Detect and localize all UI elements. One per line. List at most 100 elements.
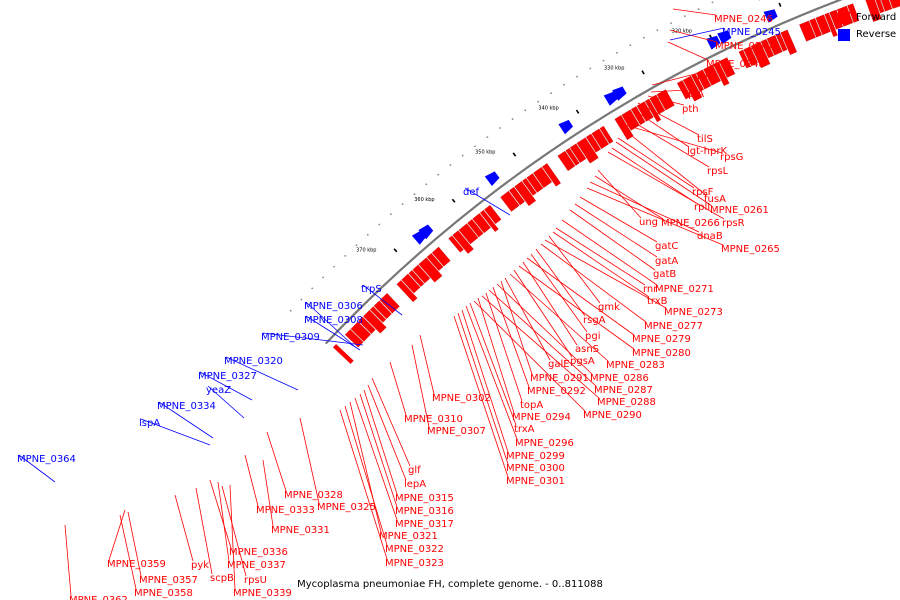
forward-gene-label: MPNE_0325 <box>317 502 376 513</box>
reverse-gene-label: MPNE_0327 <box>198 371 257 382</box>
forward-gene <box>703 64 721 86</box>
coordinate-dot <box>616 51 618 54</box>
forward-gene-label: lgt-hprK <box>687 146 727 157</box>
forward-gene-label: trxA <box>514 424 535 435</box>
forward-gene-label: MPNE_0266 <box>661 218 720 229</box>
forward-leader-line <box>119 514 137 590</box>
forward-leader-line <box>597 169 642 219</box>
forward-gene <box>412 264 431 284</box>
forward-leader-line <box>349 401 382 533</box>
coordinate-dot <box>333 265 335 268</box>
forward-leader-line <box>574 203 658 258</box>
coordinate-dot <box>656 29 659 32</box>
reverse-gene-label: MPNE_0320 <box>224 356 283 367</box>
forward-gene-label: MPNE_0299 <box>506 451 565 462</box>
forward-leader-line <box>555 227 646 286</box>
forward-gene <box>775 32 788 52</box>
forward-leader-line <box>389 361 407 416</box>
forward-gene-label: rpsG <box>720 152 743 163</box>
legend-item-reverse: Reverse <box>838 26 896 43</box>
forward-leader-line <box>217 481 230 562</box>
coordinate-dot <box>300 298 303 301</box>
forward-leader-line <box>344 405 388 546</box>
forward-gene-label: pth <box>682 104 699 115</box>
forward-leader-line <box>586 187 724 246</box>
forward-gene-label: MPNE_0339 <box>233 588 292 599</box>
forward-gene-label: fusA <box>704 194 726 205</box>
coordinate-dot <box>311 287 314 290</box>
forward-gene <box>472 213 491 234</box>
forward-leader-line <box>488 289 597 387</box>
forward-leader-line <box>465 305 518 440</box>
forward-gene-label: MPNE_0265 <box>721 244 780 255</box>
coordinate-dot <box>537 100 539 103</box>
coordinate-dot <box>413 193 416 196</box>
forward-leader-line <box>363 389 398 495</box>
forward-gene-label: MPNE_0317 <box>395 519 454 530</box>
forward-gene <box>824 12 838 37</box>
coordinate-dot <box>670 22 672 24</box>
forward-gene <box>500 190 520 212</box>
forward-leader-line <box>209 479 232 549</box>
tick-label: 330 kbp <box>604 65 624 71</box>
forward-gene <box>809 18 822 38</box>
coordinate-dot <box>322 276 324 279</box>
forward-gene-label: MPNE_0336 <box>229 547 288 558</box>
forward-gene <box>780 29 797 55</box>
gene-labels: MPNE_0246 MPNE_0247 MPNE_0248 rplK rplA pth ti… <box>17 14 781 600</box>
forward-gene <box>526 173 544 193</box>
tick-label: 340 kbp <box>538 106 558 112</box>
forward-gene <box>599 125 614 144</box>
forward-gene-label: MPNE_0362 <box>69 595 128 600</box>
forward-leader-line <box>589 181 700 233</box>
forward-leader-line <box>669 29 718 43</box>
forward-gene-label: MPNE_0294 <box>512 412 571 423</box>
coordinate-dot <box>711 1 714 4</box>
forward-leader-line <box>481 295 600 399</box>
forward-gene <box>630 106 646 126</box>
coordinate-dot <box>697 8 700 11</box>
genome-backbone <box>324 0 844 345</box>
forward-gene <box>408 270 425 287</box>
forward-leader-line <box>594 175 664 220</box>
forward-gene <box>865 0 882 22</box>
reverse-leader-line <box>158 401 214 439</box>
forward-gene <box>533 166 553 188</box>
tick-label: 350 kbp <box>475 150 495 156</box>
forward-gene <box>369 306 387 323</box>
forward-gene-label: MPNE_0337 <box>227 560 286 571</box>
forward-gene-label: MPNE_0247 <box>715 41 774 52</box>
coordinate-dot <box>344 255 347 257</box>
forward-leader-line <box>561 219 658 286</box>
reverse-gene <box>717 30 732 45</box>
forward-gene-label: scpB <box>210 573 234 584</box>
forward-gene-label: MPNE_0357 <box>139 575 198 586</box>
forward-gene-label: rpsU <box>244 575 267 586</box>
coordinate-dot <box>642 36 645 39</box>
tick-label: 370 kbp <box>356 247 376 253</box>
tick-mark <box>778 2 782 7</box>
forward-leader-line <box>461 309 509 453</box>
forward-gene-label: rpsF <box>692 187 714 198</box>
forward-gene-label: rplA <box>684 89 704 100</box>
forward-gene <box>557 150 576 172</box>
forward-gene-label: MPNE_0358 <box>134 588 193 599</box>
reverse-gene <box>558 119 573 135</box>
forward-gene <box>363 309 387 334</box>
tick-mark <box>575 109 580 114</box>
coordinate-dot <box>449 164 452 166</box>
forward-leader-line <box>615 141 713 207</box>
tick-mark <box>641 70 645 75</box>
coordinate-dot <box>589 67 592 70</box>
forward-leader-line <box>624 124 723 154</box>
tick-mark <box>451 198 456 203</box>
forward-gene-label: MPNE_0321 <box>379 531 438 542</box>
reverse-leader-line <box>305 301 356 348</box>
forward-gene-label: MPNE_0292 <box>527 386 586 397</box>
forward-gene <box>760 39 774 59</box>
forward-gene-label: MPNE_0333 <box>256 505 315 516</box>
forward-gene-label: MPNE_0323 <box>385 558 444 569</box>
forward-gene-label: trxB <box>647 296 668 307</box>
forward-leader-line <box>453 315 509 478</box>
